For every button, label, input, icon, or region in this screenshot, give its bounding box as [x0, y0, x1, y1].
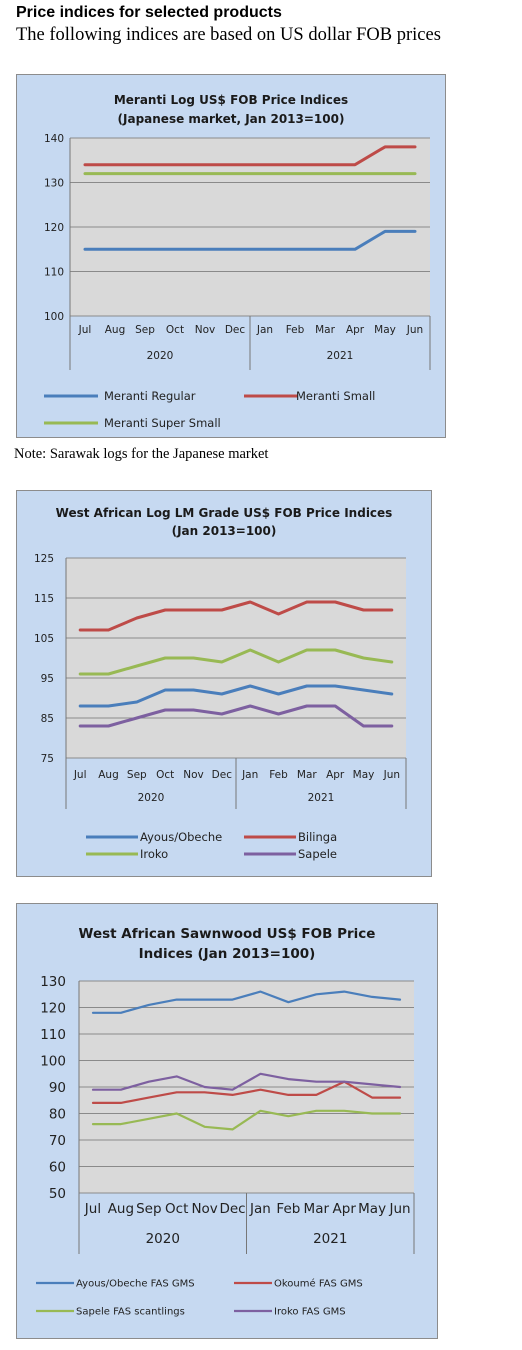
x-tick-label: Feb — [276, 1201, 300, 1217]
x-tick-label: Mar — [304, 1201, 330, 1217]
x-tick-label: Dec — [212, 769, 233, 781]
legend-label: Iroko FAS GMS — [274, 1307, 346, 1318]
legend-label: Okoumé FAS GMS — [274, 1278, 363, 1290]
series-line — [78, 684, 394, 708]
x-tick-label: Aug — [108, 1201, 134, 1217]
x-tick-label: Jan — [256, 324, 273, 336]
chart-svg: West African Sawnwood US$ FOB Price Indic… — [16, 903, 438, 1339]
x-tick-label: Jan — [249, 1201, 271, 1217]
y-tick-label: 120 — [44, 222, 64, 234]
meranti-log-chart: Meranti Log US$ FOB Price Indices (Japane… — [16, 74, 446, 438]
legend-label: Bilinga — [298, 830, 337, 844]
y-tick-label: 85 — [41, 713, 54, 725]
series-line — [91, 1072, 402, 1091]
legend-label: Iroko — [140, 847, 168, 861]
x-tick-label: Nov — [191, 1201, 217, 1217]
chart-title: West African Sawnwood US$ FOB Price — [79, 926, 376, 942]
y-tick-label: 75 — [41, 753, 54, 765]
x-tick-label: Jul — [78, 324, 92, 336]
x-tick-label: Aug — [98, 769, 119, 781]
x-group-label: 2020 — [147, 350, 174, 362]
x-group-label: 2020 — [146, 1231, 180, 1247]
x-tick-label: Jan — [241, 769, 258, 781]
west-african-log-chart: West African Log LM Grade US$ FOB Price … — [16, 490, 432, 877]
y-tick-label: 80 — [49, 1106, 66, 1122]
y-tick-label: 120 — [40, 1000, 66, 1016]
x-tick-label: Jun — [383, 769, 400, 781]
x-group-label: 2021 — [313, 1231, 347, 1247]
series-line — [91, 990, 402, 1014]
x-group-label: 2020 — [138, 792, 165, 804]
y-tick-label: 125 — [34, 553, 54, 565]
y-tick-label: 100 — [40, 1053, 66, 1069]
chart-svg: Meranti Log US$ FOB Price Indices (Japane… — [16, 74, 446, 438]
y-tick-label: 60 — [49, 1159, 66, 1175]
series-line — [78, 704, 394, 728]
chart-title: Indices (Jan 2013=100) — [139, 946, 316, 962]
x-tick-label: Mar — [297, 769, 317, 781]
chart-title: (Japanese market, Jan 2013=100) — [118, 112, 345, 126]
chart-svg: West African Log LM Grade US$ FOB Price … — [16, 490, 432, 877]
x-tick-label: Feb — [286, 324, 305, 336]
west-african-sawnwood-chart: West African Sawnwood US$ FOB Price Indic… — [16, 903, 438, 1339]
x-tick-label: Oct — [166, 324, 184, 336]
x-tick-label: Mar — [315, 324, 335, 336]
series-line — [78, 648, 394, 676]
legend-label: Sapele FAS scantlings — [76, 1307, 185, 1318]
x-tick-label: Apr — [346, 324, 365, 336]
page-heading: Price indices for selected products — [16, 4, 282, 21]
series-line — [78, 600, 394, 632]
x-tick-label: Jun — [388, 1201, 410, 1217]
x-tick-label: Apr — [326, 769, 345, 781]
legend-label: Meranti Super Small — [104, 416, 221, 430]
legend-label: Ayous/Obeche FAS GMS — [76, 1279, 195, 1290]
x-group-label: 2021 — [327, 350, 354, 362]
y-tick-label: 70 — [49, 1133, 66, 1149]
x-tick-label: Jul — [84, 1201, 101, 1217]
x-tick-label: May — [358, 1201, 386, 1217]
x-tick-label: Oct — [156, 769, 174, 781]
page-subheading: The following indices are based on US do… — [16, 25, 441, 45]
legend-label: Meranti Regular — [104, 389, 196, 403]
x-tick-label: Oct — [165, 1201, 188, 1217]
x-tick-label: Jun — [406, 324, 423, 336]
y-tick-label: 115 — [34, 593, 54, 605]
chart-title: West African Log LM Grade US$ FOB Price … — [56, 506, 393, 520]
chart-title: (Jan 2013=100) — [172, 524, 277, 538]
x-tick-label: Dec — [219, 1201, 245, 1217]
x-tick-label: May — [353, 769, 375, 781]
x-tick-label: Nov — [195, 324, 216, 336]
y-tick-label: 110 — [40, 1027, 66, 1043]
legend-label: Ayous/Obeche — [140, 830, 222, 844]
y-tick-label: 140 — [44, 133, 64, 145]
x-tick-label: Sep — [135, 324, 155, 336]
y-tick-label: 50 — [49, 1186, 66, 1202]
chart-note: Note: Sarawak logs for the Japanese mark… — [14, 446, 269, 462]
y-tick-label: 130 — [40, 974, 66, 990]
x-tick-label: Jul — [73, 769, 87, 781]
x-tick-label: Sep — [127, 769, 147, 781]
chart-title: Meranti Log US$ FOB Price Indices — [114, 93, 348, 107]
x-tick-label: Feb — [269, 769, 288, 781]
x-tick-label: Dec — [225, 324, 246, 336]
x-tick-label: Nov — [183, 769, 204, 781]
x-tick-label: Apr — [333, 1201, 357, 1217]
series-line — [83, 145, 417, 167]
series-line — [91, 1080, 402, 1104]
x-group-label: 2021 — [308, 792, 335, 804]
legend-label: Meranti Small — [296, 389, 375, 403]
x-tick-label: Sep — [136, 1201, 161, 1217]
y-tick-label: 110 — [44, 266, 64, 278]
y-tick-label: 130 — [44, 177, 64, 189]
plot-area — [66, 558, 406, 758]
series-line — [83, 229, 417, 251]
y-tick-label: 90 — [49, 1080, 66, 1096]
y-tick-label: 100 — [44, 311, 64, 323]
x-tick-label: Aug — [105, 324, 126, 336]
y-tick-label: 105 — [34, 633, 54, 645]
legend-label: Sapele — [298, 847, 337, 861]
series-line — [91, 1109, 402, 1131]
x-tick-label: May — [374, 324, 396, 336]
y-tick-label: 95 — [41, 673, 54, 685]
